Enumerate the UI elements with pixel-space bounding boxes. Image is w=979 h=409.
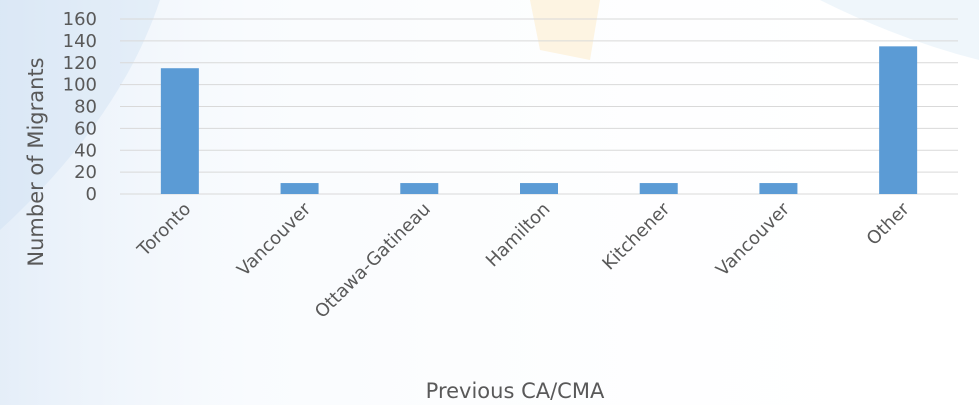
bar bbox=[280, 183, 319, 194]
y-tick-label: 140 bbox=[63, 31, 97, 52]
y-tick-label: 20 bbox=[74, 162, 97, 183]
y-tick-label: 100 bbox=[63, 75, 97, 96]
y-axis-title: Number of Migrants bbox=[24, 57, 48, 266]
bar bbox=[400, 183, 439, 194]
bar bbox=[520, 183, 558, 194]
bar bbox=[160, 68, 199, 194]
y-tick-label: 0 bbox=[86, 184, 97, 205]
y-tick-label: 60 bbox=[74, 118, 97, 139]
y-tick-label: 40 bbox=[74, 140, 97, 161]
bar bbox=[639, 183, 678, 194]
gridlines bbox=[120, 18, 958, 195]
bar bbox=[759, 183, 798, 194]
bar bbox=[879, 46, 918, 194]
x-axis-title: Previous CA/CMA bbox=[426, 379, 605, 403]
y-tick-label: 80 bbox=[74, 97, 97, 118]
y-tick-label: 120 bbox=[63, 53, 97, 74]
bars bbox=[160, 46, 918, 194]
y-tick-label: 160 bbox=[63, 9, 97, 30]
